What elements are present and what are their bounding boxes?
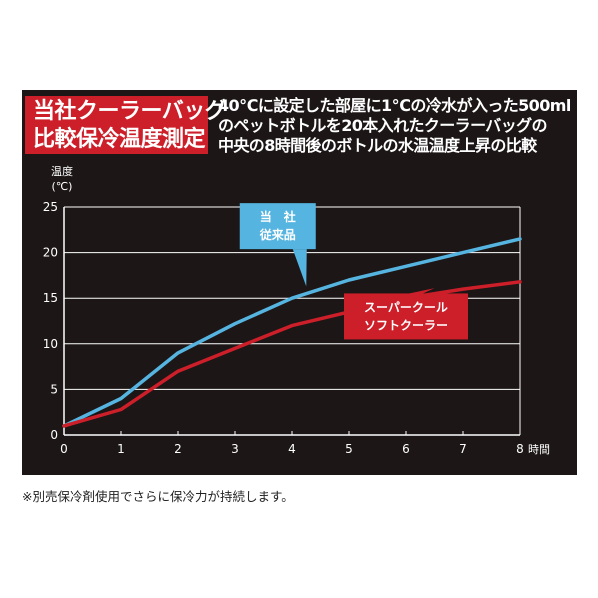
x-tick-labels: 0 1 2 3 4 5 6 7 8 <box>60 442 524 456</box>
x-tick-0: 0 <box>60 442 68 456</box>
series-label-1-line-1: ソフトクーラー <box>364 318 448 332</box>
title-box: 当社クーラーバッグ 比較保冷温度測定 <box>25 96 227 154</box>
description-line-2: のペットボトルを20本入れたクーラーバッグの <box>218 116 548 135</box>
x-tick-1: 1 <box>117 442 125 456</box>
y-axis-title-line-1: 温度 <box>51 165 73 178</box>
y-tick-25: 25 <box>43 200 58 214</box>
y-tick-5: 5 <box>50 382 58 396</box>
line-chart: 0 5 10 15 20 25 0 1 2 3 4 5 6 7 8 当 社従来品スーパークールソフトクーラ… <box>43 165 550 456</box>
title-line-2: 比較保冷温度測定 <box>33 127 206 152</box>
callout-box-0 <box>239 203 316 250</box>
y-axis-title-line-2: (℃) <box>52 180 73 193</box>
y-tick-15: 15 <box>43 291 58 305</box>
x-axis-title: 時間 <box>528 443 550 456</box>
y-tick-labels: 0 5 10 15 20 25 <box>43 200 58 442</box>
x-tick-3: 3 <box>231 442 239 456</box>
x-tick-4: 4 <box>288 442 296 456</box>
callout-box-1 <box>344 293 468 340</box>
description-line-3: 中央の8時間後のボトルの水温温度上昇の比較 <box>218 136 537 155</box>
footnote: ※別売保冷剤使用でさらに保冷力が持続します。 <box>22 489 294 504</box>
series-label-1-line-0: スーパークール <box>364 300 448 314</box>
x-tick-6: 6 <box>402 442 410 456</box>
series-lines <box>62 237 522 428</box>
series-line-1 <box>62 280 522 428</box>
callout-pointer-0 <box>292 249 307 287</box>
y-tick-10: 10 <box>43 337 58 351</box>
title-line-1: 当社クーラーバッグ <box>33 99 227 124</box>
y-tick-0: 0 <box>50 428 58 442</box>
description-line-1: 40℃に設定した部屋に1℃の冷水が入った500ml <box>218 96 571 115</box>
axes <box>63 207 521 436</box>
x-tick-2: 2 <box>174 442 182 456</box>
x-tick-5: 5 <box>345 442 353 456</box>
y-tick-20: 20 <box>43 246 58 260</box>
description: 40℃に設定した部屋に1℃の冷水が入った500ml のペットボトルを20本入れた… <box>218 96 578 156</box>
series-label-0-line-1: 従来品 <box>259 227 296 242</box>
x-tick-7: 7 <box>459 442 467 456</box>
series-line-0 <box>62 237 522 428</box>
series-label-0-line-0: 当 社 <box>260 209 296 224</box>
x-tick-8: 8 <box>516 442 524 456</box>
